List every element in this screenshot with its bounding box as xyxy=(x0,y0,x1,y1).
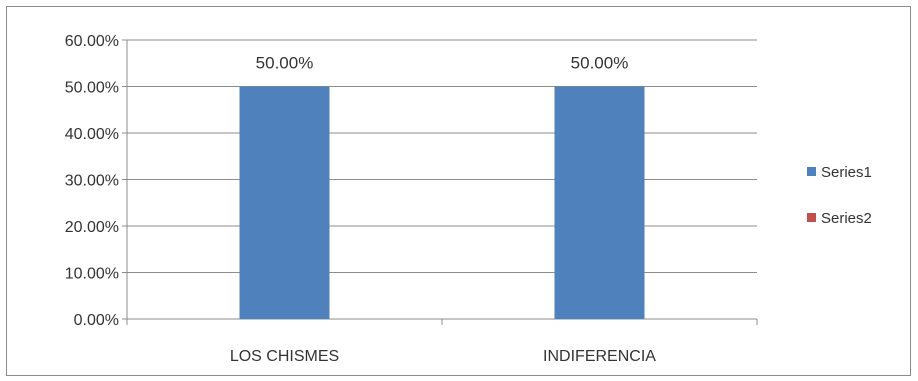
y-tick-label: 30.00% xyxy=(65,173,119,190)
bar-series1 xyxy=(239,86,330,319)
y-tick-label: 10.00% xyxy=(65,266,119,283)
legend-swatch xyxy=(807,167,816,176)
y-tick-label: 0.00% xyxy=(74,312,119,329)
data-label: 50.00% xyxy=(571,54,629,73)
data-label: 50.00% xyxy=(256,54,314,73)
legend-swatch xyxy=(807,213,816,222)
y-tick-label: 40.00% xyxy=(65,126,119,143)
x-tick-label: INDIFERENCIA xyxy=(543,348,656,365)
bar-series1 xyxy=(554,86,645,319)
x-tick-label: LOS CHISMES xyxy=(230,348,339,365)
y-tick-label: 60.00% xyxy=(65,33,119,50)
chart-frame xyxy=(6,6,911,376)
y-tick-label: 50.00% xyxy=(65,80,119,97)
y-tick-label: 20.00% xyxy=(65,219,119,236)
legend-label: Series1 xyxy=(821,164,872,181)
legend-label: Series2 xyxy=(821,210,872,227)
